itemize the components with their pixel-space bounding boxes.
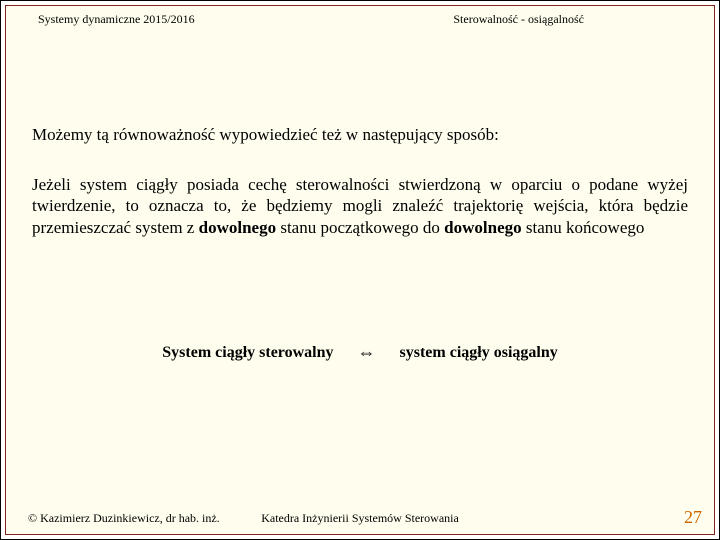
footer-department: Katedra Inżynierii Systemów Sterowania xyxy=(261,511,459,526)
equiv-left: System ciągły sterowalny xyxy=(162,344,333,362)
intro-sentence: Możemy tą równoważność wypowiedzieć też … xyxy=(32,124,688,146)
main-paragraph: Jeżeli system ciągły posiada cechę stero… xyxy=(32,174,688,238)
inner-border: Systemy dynamiczne 2015/2016 Sterowalnoś… xyxy=(5,5,715,535)
content-area: Możemy tą równoważność wypowiedzieć też … xyxy=(32,124,688,238)
equiv-right: system ciągły osiągalny xyxy=(400,344,558,362)
bold-word-1: dowolnego xyxy=(199,218,276,237)
equiv-icon: ⇔ xyxy=(358,342,376,363)
slide-container: Systemy dynamiczne 2015/2016 Sterowalnoś… xyxy=(0,0,720,540)
equivalence-statement: System ciągły sterowalny ⇔ system ciągły… xyxy=(6,342,714,363)
header-course-title: Systemy dynamiczne 2015/2016 xyxy=(38,12,195,27)
bold-word-2: dowolnego xyxy=(444,218,521,237)
para-text-end: stanu końcowego xyxy=(522,218,645,237)
header-topic: Sterowalność - osiągalność xyxy=(453,12,584,27)
para-text-mid: stanu początkowego do xyxy=(276,218,444,237)
page-number: 27 xyxy=(684,507,702,528)
footer-author: © Kazimierz Duzinkiewicz, dr hab. inż. xyxy=(28,511,220,526)
